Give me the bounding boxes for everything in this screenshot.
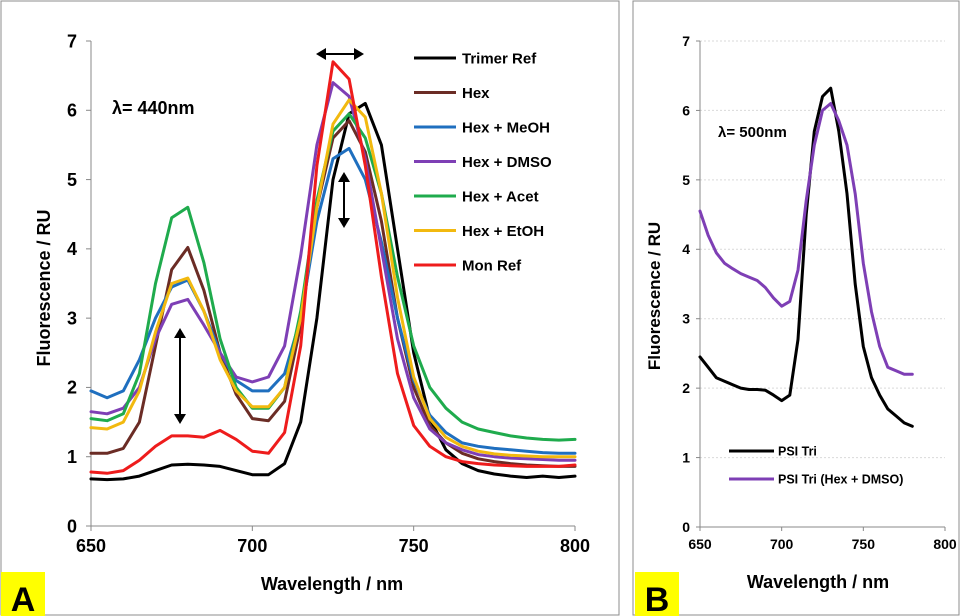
panel-b-series [698,86,914,428]
series-line-hex [89,119,577,468]
y-tick-label: 4 [682,241,690,257]
legend-label: PSI Tri [778,444,817,458]
x-tick-label: 650 [688,536,712,552]
decrease-arrow-peak-bottom-head [338,218,350,228]
panel-b-x-ticks: 650 700 750 800 [688,527,957,552]
legend-label: PSI Tri (Hex + DMSO) [778,472,903,486]
panel-b-wavelength-annotation: λ= 500nm [718,124,787,141]
panel-b-label: B [645,581,670,616]
legend-label: Hex [462,85,490,102]
legend-label: Hex + MeOH [462,119,550,136]
shift-arrow-left-head [316,48,326,60]
panel-a-frame [0,0,620,616]
series-line-psi-tri [698,86,914,428]
x-tick-label: 700 [770,536,794,552]
panel-b: 0 1 2 3 4 5 6 7 650 700 750 800 λ= 500nm Wavelengt… [632,0,960,616]
panel-a-wavelength-annotation: λ= 440nm [112,98,195,118]
y-tick-label: 3 [682,311,690,327]
series-line-trimer-ref [89,101,577,482]
legend-label: Hex + DMSO [462,154,552,171]
panel-a-x-ticks: 650 700 750 800 [76,526,590,556]
x-tick-label: 700 [237,536,267,556]
shift-arrow-right-head [354,48,364,60]
x-tick-label: 750 [852,536,876,552]
series-line-hex-dmso [89,81,577,462]
panel-a-badge [1,572,45,616]
panel-a-arrows [174,48,364,424]
y-tick-label: 0 [67,516,77,536]
panel-b-frame [632,0,960,616]
y-tick-label: 6 [682,102,690,118]
panel-b-badge [635,572,679,616]
series-line-hex-etoh [89,98,577,459]
panel-a-label: A [11,581,36,616]
y-tick-label: 0 [682,519,690,535]
y-tick-label: 3 [67,308,77,328]
panel-a-legend: Trimer Ref Hex Hex + MeOH Hex + DMSO Hex + A… [414,50,552,274]
y-tick-label: 1 [67,447,77,467]
panel-a-y-ticks: 0 1 2 3 4 5 6 7 [67,31,91,536]
series-line-psi-tri-hex-dmso [698,102,914,376]
x-tick-label: 800 [560,536,590,556]
decrease-arrow-680-bottom-head [174,414,186,424]
panel-a-y-axis-title: Fluorescence / RU [34,209,54,366]
series-line-mon-ref [89,60,577,475]
panel-b-x-axis-title: Wavelength / nm [747,572,889,592]
x-tick-label: 750 [399,536,429,556]
panel-a-series [89,60,577,482]
decrease-arrow-peak-top-head [338,172,350,182]
y-tick-label: 6 [67,101,77,121]
legend-label: Mon Ref [462,257,522,274]
y-tick-label: 2 [67,378,77,398]
y-tick-label: 4 [67,239,77,259]
x-tick-label: 800 [933,536,957,552]
y-tick-label: 1 [682,449,690,465]
panel-b-y-axis-title: Fluorescence / RU [645,222,664,370]
panel-a: 0 1 2 3 4 5 6 7 650 700 750 800 λ= 440nm Wavelengt… [0,0,620,616]
y-tick-label: 2 [682,380,690,396]
y-tick-label: 7 [682,33,690,49]
x-tick-label: 650 [76,536,106,556]
panel-b-legend: PSI Tri PSI Tri (Hex + DMSO) [729,444,903,486]
panel-b-y-ticks: 0 1 2 3 4 5 6 7 [682,33,700,535]
legend-label: Hex + Acet [462,188,539,205]
y-tick-label: 7 [67,31,77,51]
y-tick-label: 5 [67,170,77,190]
panel-a-x-axis-title: Wavelength / nm [261,574,403,594]
legend-label: Trimer Ref [462,50,537,67]
decrease-arrow-680-top-head [174,328,186,338]
y-tick-label: 5 [682,172,690,188]
legend-label: Hex + EtOH [462,223,544,240]
